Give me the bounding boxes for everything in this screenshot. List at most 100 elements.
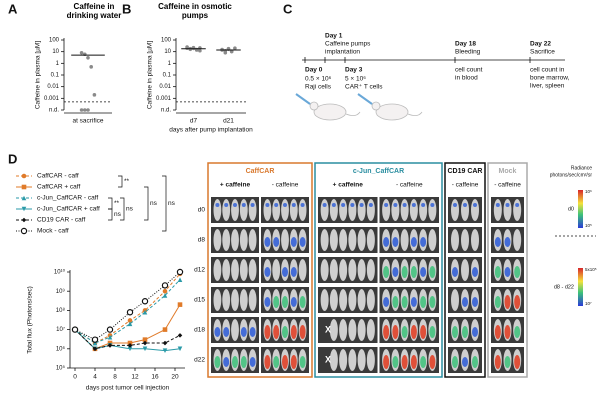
event-day: Day 3 — [345, 67, 363, 74]
legend-label: CaffCAR - caff — [37, 173, 79, 180]
signal — [273, 296, 280, 308]
data-point — [86, 55, 90, 60]
signal — [504, 237, 511, 247]
mouse-image — [339, 289, 348, 311]
y-tick-label: 0.001 — [156, 96, 172, 102]
significance-bracket — [120, 197, 125, 221]
signal — [392, 296, 399, 308]
scale-title: photons/sec/cm²/sr — [550, 172, 593, 178]
mouse-image — [231, 229, 239, 251]
signal — [299, 325, 306, 339]
day-label: d15 — [194, 297, 205, 304]
legend-marker — [21, 195, 27, 201]
mouse-image — [231, 199, 239, 221]
signal — [410, 325, 417, 339]
day-label: d22 — [194, 357, 205, 364]
signal — [420, 237, 427, 247]
mouse-image — [428, 229, 437, 251]
condition-label: - caffeine — [396, 182, 423, 189]
mouse-image — [471, 229, 479, 251]
marker — [127, 321, 133, 327]
group-box — [444, 162, 486, 378]
mouse-image — [329, 349, 338, 371]
excluded-mark: X — [325, 354, 331, 364]
data-point — [92, 93, 97, 97]
y-tick-label: 10⁸ — [56, 307, 66, 314]
data-point — [198, 48, 202, 53]
signal — [393, 203, 398, 207]
signal — [504, 356, 511, 368]
signal — [273, 237, 280, 247]
x-tick-label: 20 — [171, 374, 179, 381]
panel-label: A — [8, 1, 18, 16]
series-line — [74, 329, 181, 350]
signal — [265, 203, 270, 207]
event-text: cell count — [455, 67, 483, 74]
marker — [92, 340, 98, 346]
signal — [504, 325, 511, 339]
signal — [514, 326, 521, 338]
significance-bracket — [108, 197, 113, 210]
event-day: Day 1 — [325, 33, 343, 40]
signal — [429, 266, 436, 278]
signal — [240, 327, 247, 337]
panel-label: C — [283, 1, 293, 16]
signal — [463, 203, 467, 207]
event-text: in blood — [455, 75, 478, 82]
mouse-image — [409, 199, 418, 221]
signal — [452, 356, 458, 368]
y-tick-label: n.d. — [161, 108, 171, 114]
mouse-image — [263, 199, 272, 221]
mouse-image — [231, 319, 239, 341]
condition-label: - caffeine — [452, 182, 479, 189]
signal — [505, 203, 510, 207]
signal — [274, 203, 279, 207]
signal — [241, 203, 246, 207]
signal — [462, 297, 468, 307]
signal — [282, 267, 288, 277]
panel-label: B — [122, 1, 131, 16]
legend-marker — [21, 173, 27, 179]
mouse-icons — [295, 93, 423, 121]
marker — [162, 293, 168, 298]
scale-name: d8 - d22 — [554, 284, 574, 290]
group-label: CaffCAR — [246, 168, 275, 175]
data-point — [83, 108, 87, 112]
signal — [401, 296, 408, 308]
signal — [300, 203, 305, 207]
color-bar — [578, 268, 583, 306]
mouse-image — [239, 229, 248, 251]
signal — [410, 237, 417, 247]
legend-label: CaffCAR + caff — [37, 184, 80, 191]
day-label: d8 — [198, 237, 206, 244]
excluded-mark: X — [325, 324, 331, 334]
mouse-image — [400, 199, 409, 221]
signal — [299, 356, 306, 368]
signal — [273, 325, 280, 339]
mouse-image — [213, 289, 222, 311]
mouse-image — [329, 199, 338, 221]
mouse-image — [248, 259, 257, 281]
significance-label: ** — [114, 200, 120, 207]
y-tick-label: 100 — [161, 38, 172, 44]
mouse-image — [231, 259, 239, 281]
significance-label: ns — [114, 211, 122, 218]
mouse-image — [513, 199, 522, 221]
signal — [383, 325, 390, 339]
signal — [264, 297, 271, 307]
signal — [420, 267, 427, 277]
signal — [453, 203, 457, 207]
event-day: Day 18 — [455, 41, 476, 48]
marker — [176, 268, 184, 276]
scale-max: 10⁶ — [585, 189, 592, 194]
y-tick-label: 10 — [164, 49, 171, 55]
mouse-image — [348, 289, 357, 311]
mouse-image — [339, 259, 348, 281]
legend-marker — [21, 206, 27, 212]
mouse-image — [348, 319, 357, 341]
event-text: implantation — [325, 49, 360, 56]
signal — [504, 295, 511, 309]
mouse-image — [503, 199, 512, 221]
signal — [462, 357, 468, 367]
